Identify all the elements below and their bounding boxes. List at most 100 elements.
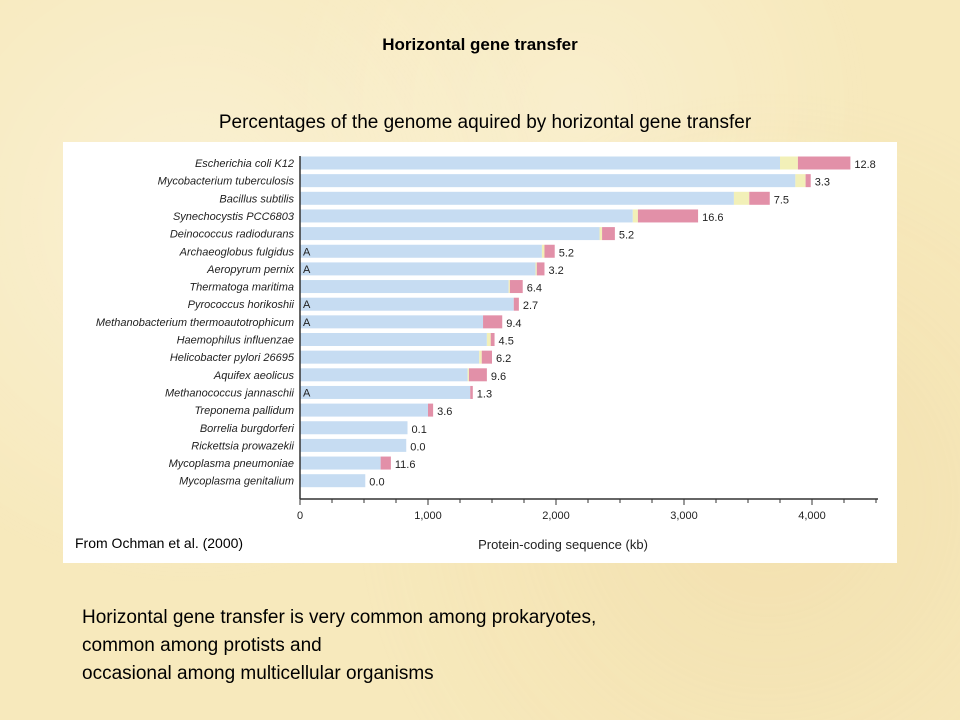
organism-label: Methanobacterium thermoautotrophicum <box>96 317 294 329</box>
x-tick-label: 3,000 <box>670 510 698 522</box>
bar-segment-pink <box>805 174 811 188</box>
bar-segment-pink <box>470 385 473 399</box>
bar-segment-native <box>300 315 484 329</box>
organism-label: Aquifex aeolicus <box>213 370 295 382</box>
bar-segment-yellow <box>508 280 510 294</box>
bar-segment-yellow <box>535 262 537 276</box>
bar-segment-yellow <box>479 350 482 364</box>
bar-segment-pink <box>544 244 555 258</box>
source-credit: From Ochman et al. (2000) <box>75 535 244 551</box>
bar-segment-native <box>300 456 381 470</box>
bar-segment-pink <box>536 262 545 276</box>
bar-segment-pink <box>797 156 851 170</box>
organism-label: Escherichia coli K12 <box>195 158 294 170</box>
bar-segment-native <box>300 350 480 364</box>
value-label: 0.0 <box>369 477 384 489</box>
bar-segment-yellow <box>467 368 469 382</box>
bar-segment-native <box>300 438 407 452</box>
value-label: 9.4 <box>506 318 521 330</box>
bar-segment-native <box>300 403 428 417</box>
organism-label: Mycoplasma genitalium <box>179 476 294 488</box>
bar-segment-pink <box>481 350 492 364</box>
x-axis-title: Protein-coding sequence (kb) <box>478 537 648 552</box>
bar-segment-pink <box>602 227 615 241</box>
value-label: 11.6 <box>395 459 416 471</box>
archaea-tag: A <box>303 246 311 258</box>
organism-label: Aeropyrum pernix <box>206 264 294 276</box>
x-tick-label: 0 <box>297 510 303 522</box>
value-label: 12.8 <box>854 159 875 171</box>
organism-label: Pyrococcus horikoshii <box>188 299 295 311</box>
bar-segment-native <box>300 385 471 399</box>
bar-segment-native <box>300 209 633 223</box>
organism-label: Bacillus subtilis <box>219 193 294 205</box>
x-tick-label: 4,000 <box>798 510 826 522</box>
bar-segment-yellow <box>541 244 545 258</box>
organism-label: Synechocystis PCC6803 <box>173 211 295 223</box>
value-label: 3.2 <box>548 265 563 277</box>
bar-segment-yellow <box>733 191 750 205</box>
archaea-tag: A <box>303 387 311 399</box>
organism-label: Mycobacterium tuberculosis <box>158 176 295 188</box>
archaea-tag: A <box>303 264 311 276</box>
slide-title: Horizontal gene transfer <box>382 35 578 54</box>
value-label: 4.5 <box>499 336 514 348</box>
value-label: 0.1 <box>412 424 427 436</box>
bar-segment-native <box>300 227 600 241</box>
bar-segment-pink <box>513 297 519 311</box>
organism-label: Methanococcus jannaschii <box>165 387 295 399</box>
value-label: 6.4 <box>527 283 542 295</box>
bar-segment-yellow <box>795 174 806 188</box>
bar-segment-native <box>300 156 780 170</box>
x-tick-label: 1,000 <box>414 510 442 522</box>
bar-segment-pink <box>468 368 487 382</box>
bar-segment-pink <box>509 280 523 294</box>
organism-label: Archaeoglobus fulgidus <box>179 246 295 258</box>
summary-text: Horizontal gene transfer is very common … <box>82 604 882 688</box>
bar-segment-pink <box>637 209 699 223</box>
value-label: 6.2 <box>496 353 511 365</box>
bar-segment-native <box>300 333 487 346</box>
organism-label: Haemophilus influenzae <box>177 335 294 347</box>
bar-segment-native <box>300 244 542 258</box>
organism-label: Thermatoga maritima <box>189 282 294 294</box>
bar-segment-native <box>300 297 514 311</box>
organism-label: Helicobacter pylori 26695 <box>170 352 295 364</box>
archaea-tag: A <box>303 317 311 329</box>
organism-label: Treponema pallidum <box>195 405 294 417</box>
archaea-tag: A <box>303 299 311 311</box>
bar-segment-native <box>300 191 734 205</box>
summary-line-3: occasional among multicellular organisms <box>82 663 434 684</box>
bar-segment-yellow <box>632 209 638 223</box>
value-label: 3.6 <box>437 406 452 418</box>
value-label: 0.0 <box>410 441 425 453</box>
bar-segment-pink <box>483 315 503 329</box>
value-label: 5.2 <box>619 230 634 242</box>
bar-chart: Escherichia coli K12 12.8 Mycobacterium tu… <box>96 156 878 552</box>
bar-segment-native <box>300 174 796 188</box>
bar-segment-native <box>300 368 468 382</box>
value-label: 5.2 <box>559 247 574 259</box>
bar-segment-native <box>300 262 536 276</box>
bar-segment-pink <box>490 333 495 346</box>
bar-segment-native <box>300 280 509 294</box>
bar-segment-yellow <box>486 333 491 346</box>
organism-label: Rickettsia prowazekii <box>191 440 294 452</box>
value-label: 7.5 <box>774 194 789 206</box>
bar-segment-native <box>300 474 366 488</box>
bar-segment-yellow <box>599 227 603 241</box>
bar-segment-pink <box>380 456 391 470</box>
value-label: 3.3 <box>815 177 830 189</box>
chart-heading: Percentages of the genome aquired by hor… <box>218 112 752 133</box>
bar-segment-native <box>300 421 408 435</box>
bar-segment-pink <box>749 191 770 205</box>
summary-line-2: common among protists and <box>82 635 322 656</box>
x-tick-label: 2,000 <box>542 510 570 522</box>
value-label: 2.7 <box>523 300 538 312</box>
organism-label: Mycoplasma pneumoniae <box>169 458 294 470</box>
organism-label: Borrelia burgdorferi <box>200 423 295 435</box>
bar-segment-yellow <box>780 156 798 170</box>
value-label: 9.6 <box>491 371 506 383</box>
value-label: 1.3 <box>477 388 492 400</box>
value-label: 16.6 <box>702 212 723 224</box>
